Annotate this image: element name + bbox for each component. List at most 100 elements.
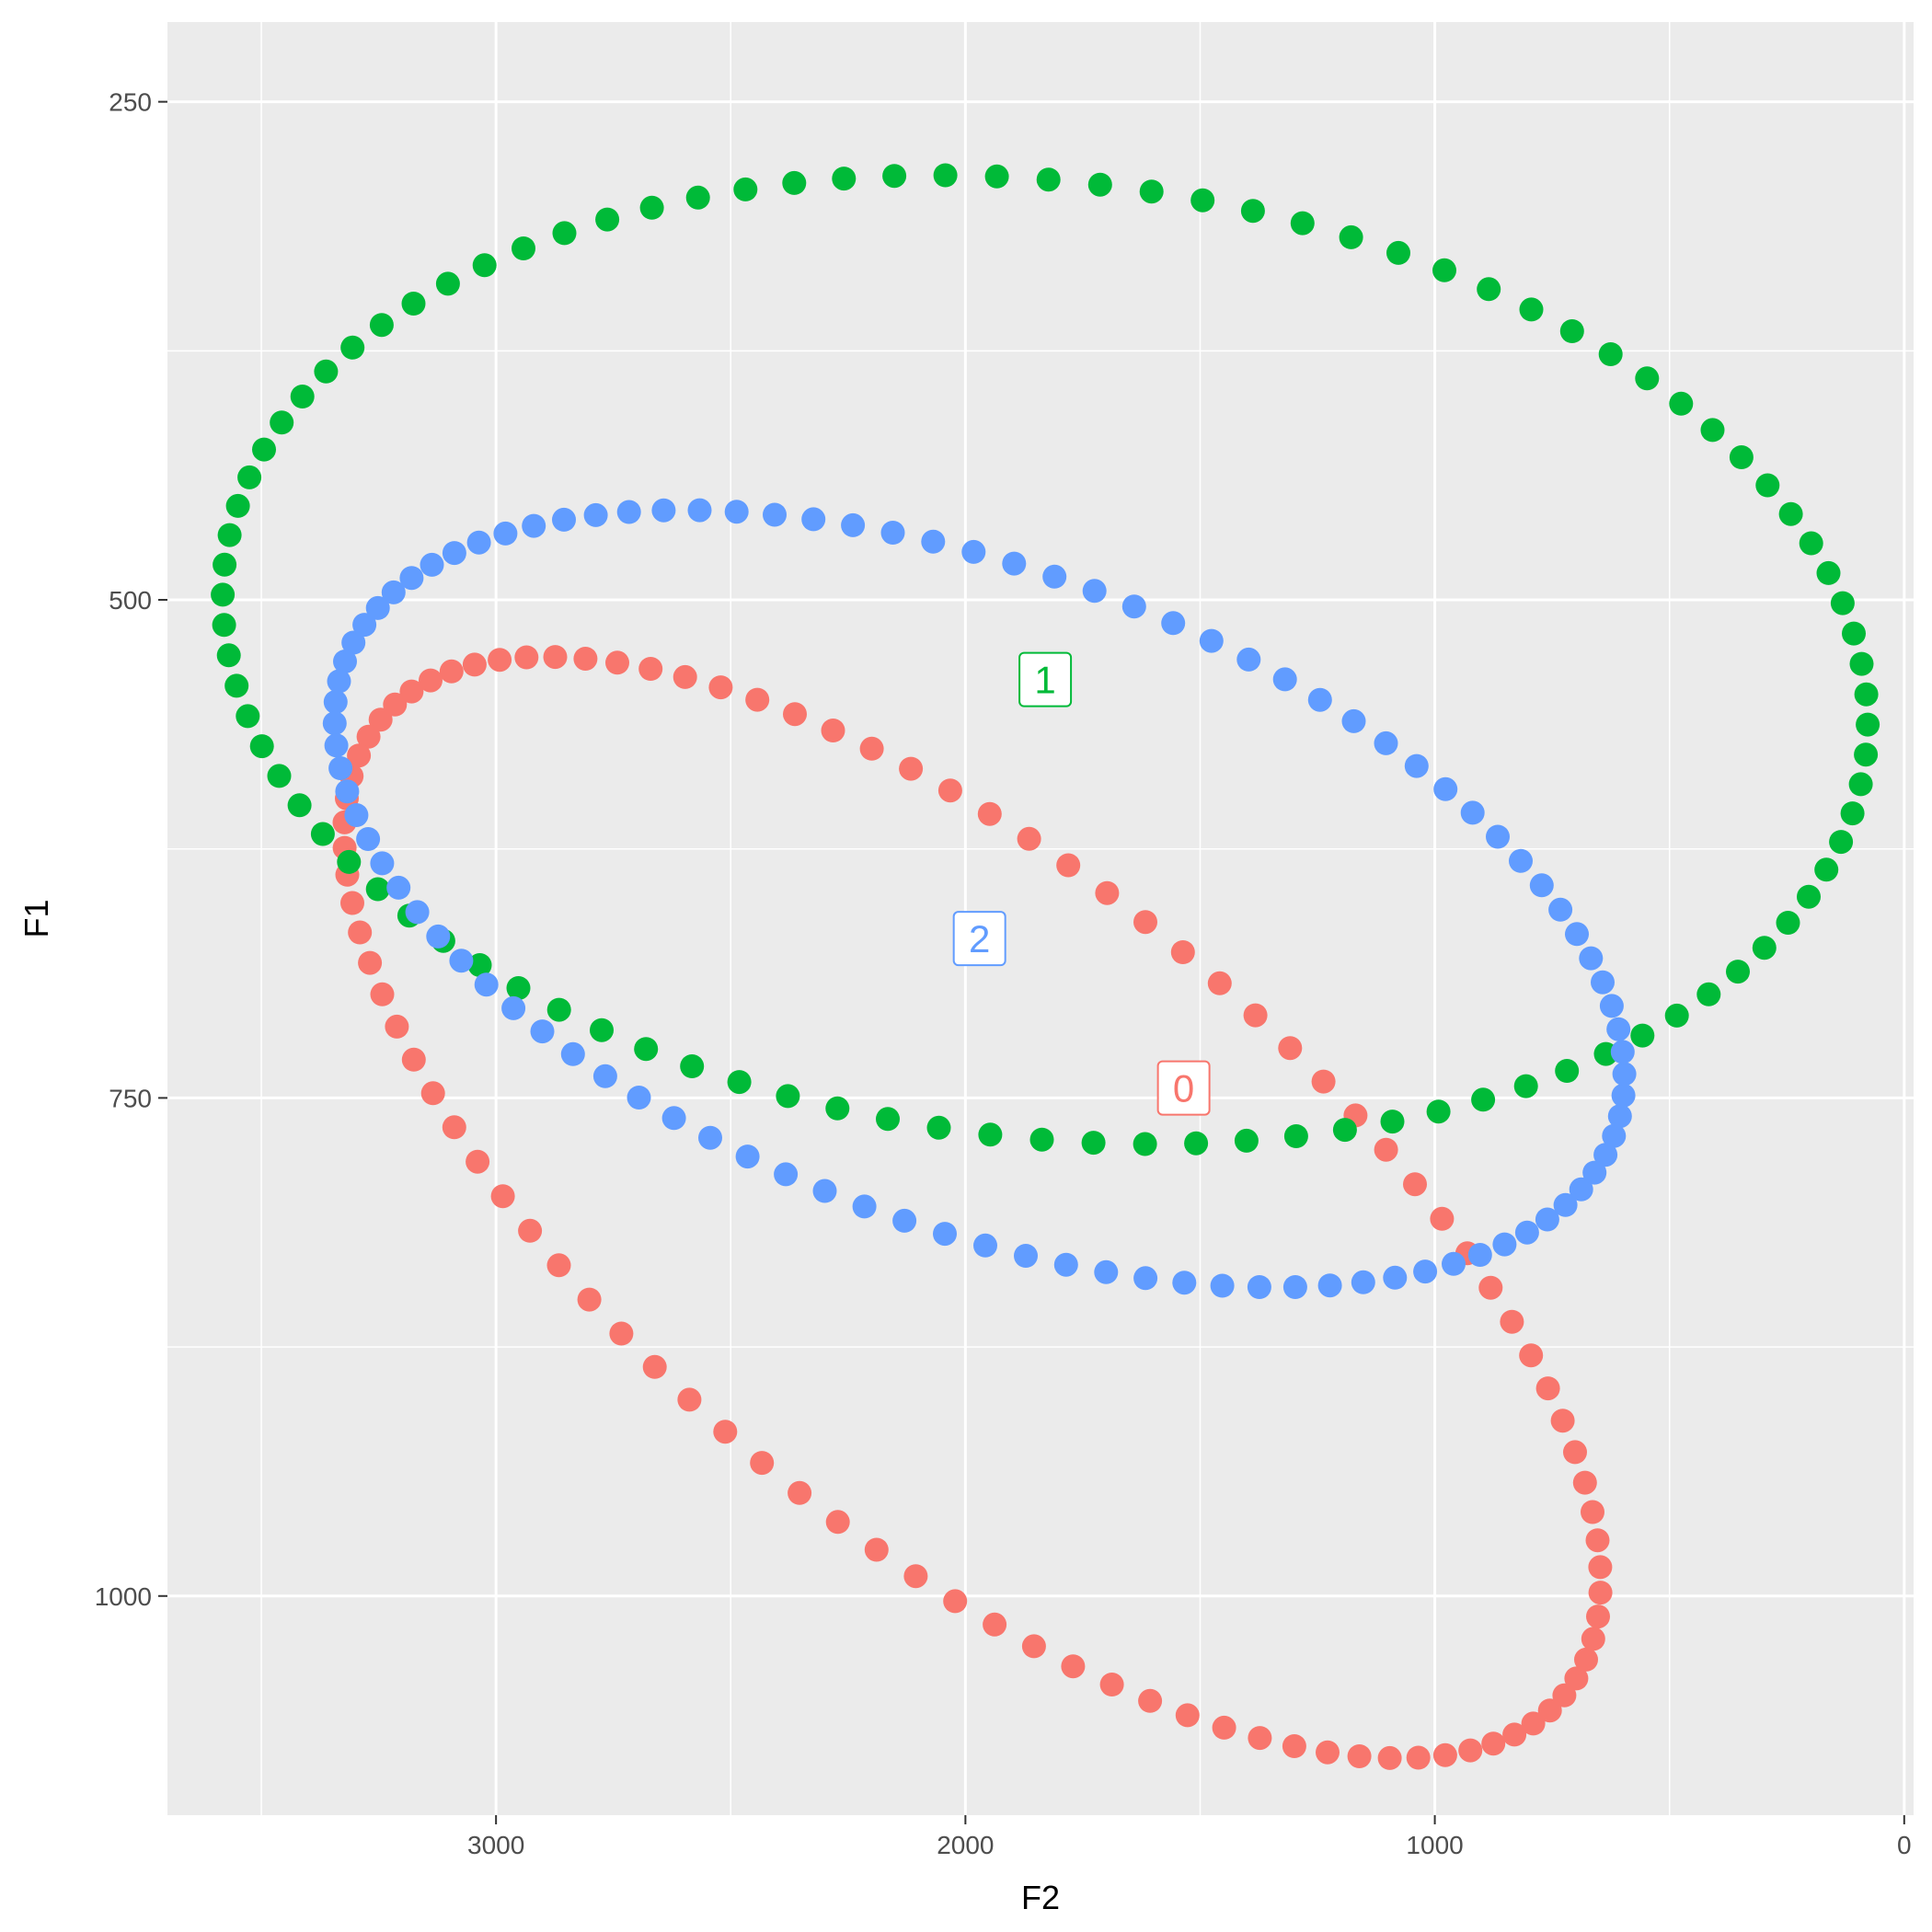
point-2 xyxy=(841,512,866,537)
point-1 xyxy=(546,997,571,1022)
point-2 xyxy=(1374,730,1398,755)
point-2 xyxy=(1548,897,1573,922)
point-2 xyxy=(892,1208,917,1233)
series-2 xyxy=(322,498,1637,1299)
point-2 xyxy=(1611,1083,1636,1108)
point-2 xyxy=(1341,708,1366,733)
point-0 xyxy=(1430,1206,1455,1231)
point-1 xyxy=(1339,224,1363,249)
point-1 xyxy=(224,673,249,698)
point-2 xyxy=(530,1019,555,1044)
label-2: 2 xyxy=(952,911,1006,967)
point-0 xyxy=(1138,1688,1163,1713)
point-0 xyxy=(943,1589,968,1614)
point-2 xyxy=(1317,1273,1342,1298)
point-1 xyxy=(1471,1087,1496,1112)
point-0 xyxy=(385,1014,409,1039)
point-1 xyxy=(1081,1131,1106,1156)
point-1 xyxy=(1598,342,1623,366)
point-1 xyxy=(472,253,497,278)
point-2 xyxy=(1442,1251,1466,1276)
label-text: 2 xyxy=(969,917,990,960)
point-2 xyxy=(1610,1040,1635,1064)
point-0 xyxy=(1588,1581,1613,1605)
point-2 xyxy=(1569,1177,1593,1202)
point-1 xyxy=(1814,857,1839,882)
point-2 xyxy=(1247,1275,1271,1299)
point-0 xyxy=(1458,1738,1483,1763)
point-1 xyxy=(1752,936,1777,960)
point-2 xyxy=(961,539,986,564)
point-0 xyxy=(1021,1634,1046,1659)
point-0 xyxy=(1550,1409,1575,1433)
point-2 xyxy=(1042,564,1067,589)
point-0 xyxy=(466,1149,490,1174)
point-0 xyxy=(977,801,1002,826)
point-2 xyxy=(698,1125,722,1150)
point-1 xyxy=(634,1037,659,1062)
point-1 xyxy=(1776,911,1800,935)
point-0 xyxy=(1478,1275,1503,1300)
point-0 xyxy=(573,647,598,671)
point-1 xyxy=(314,359,339,384)
label-text: 0 xyxy=(1173,1067,1194,1110)
point-1 xyxy=(1519,297,1544,322)
point-0 xyxy=(1403,1172,1427,1197)
point-2 xyxy=(552,507,576,532)
point-1 xyxy=(1184,1131,1209,1156)
point-2 xyxy=(1002,551,1027,576)
point-2 xyxy=(352,613,377,638)
point-2 xyxy=(616,500,641,524)
point-0 xyxy=(1500,1309,1524,1334)
point-0 xyxy=(864,1537,889,1562)
point-0 xyxy=(1017,826,1041,851)
point-2 xyxy=(1404,753,1429,778)
point-1 xyxy=(1036,167,1061,192)
point-0 xyxy=(1432,1742,1457,1767)
point-1 xyxy=(978,1122,1003,1147)
point-1 xyxy=(727,1070,752,1095)
point-1 xyxy=(776,1084,800,1109)
point-1 xyxy=(1139,179,1164,204)
point-2 xyxy=(324,733,349,758)
point-0 xyxy=(1170,940,1195,964)
x-axis: 3000 2000 1000 0 xyxy=(467,1815,1912,1859)
point-2 xyxy=(335,779,360,804)
point-2 xyxy=(1383,1265,1408,1290)
point-2 xyxy=(651,498,676,523)
point-2 xyxy=(327,669,351,694)
point-2 xyxy=(1172,1271,1197,1295)
y-axis: 250 500 750 1000 xyxy=(95,88,167,1611)
point-1 xyxy=(1829,830,1854,855)
point-1 xyxy=(267,764,292,788)
point-2 xyxy=(322,711,347,736)
point-1 xyxy=(252,437,276,462)
point-0 xyxy=(1552,1683,1577,1708)
point-0 xyxy=(750,1451,775,1476)
point-1 xyxy=(1669,391,1694,416)
point-2 xyxy=(399,566,424,591)
point-0 xyxy=(1282,1734,1306,1758)
point-0 xyxy=(1585,1528,1610,1553)
point-2 xyxy=(880,521,905,545)
point-2 xyxy=(1606,1017,1631,1041)
point-0 xyxy=(383,692,408,717)
point-0 xyxy=(462,652,487,677)
point-2 xyxy=(763,502,787,527)
label-box xyxy=(1156,1060,1211,1116)
point-1 xyxy=(1854,742,1879,767)
point-1 xyxy=(1133,1132,1157,1156)
point-1 xyxy=(211,582,236,607)
point-0 xyxy=(1056,853,1081,878)
point-2 xyxy=(328,756,353,780)
point-2 xyxy=(501,995,526,1020)
point-0 xyxy=(605,650,629,675)
point-1 xyxy=(1778,501,1803,526)
point-0 xyxy=(1248,1726,1272,1751)
y-tick-label: 500 xyxy=(109,586,152,615)
point-1 xyxy=(1729,445,1754,469)
point-0 xyxy=(518,1218,543,1243)
point-0 xyxy=(1347,1744,1372,1768)
point-0 xyxy=(1502,1722,1527,1747)
